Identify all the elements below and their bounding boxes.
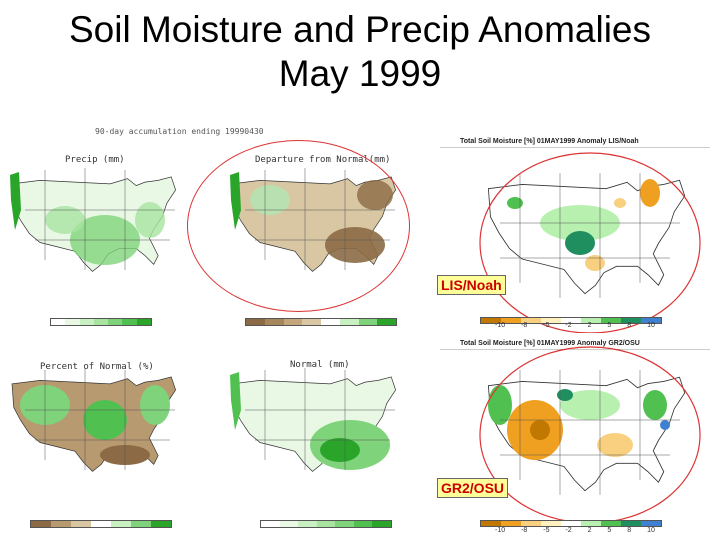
lis-noah-label: LIS/Noah — [437, 275, 506, 295]
precip-map — [10, 168, 177, 272]
tick-label: 10 — [647, 322, 655, 329]
precip-map-panel: Precip (mm) — [5, 150, 180, 310]
tick-label: -2 — [565, 527, 572, 534]
normal-map — [230, 368, 397, 472]
gr2-osu-header: Total Soil Moisture [%] 01MAY1999 Anomal… — [460, 340, 640, 347]
normal-colorbar — [260, 520, 392, 528]
title-line-2: May 1999 — [278, 53, 442, 94]
slide-title: Soil Moisture and Precip Anomalies May 1… — [0, 8, 720, 96]
gr2-osu-ticks: -10 -8 -5 -2 2 5 8 10 — [495, 527, 655, 534]
tick-label: -5 — [543, 322, 550, 329]
tick-label: -8 — [521, 322, 528, 329]
lis-noah-panel: Total Soil Moisture [%] 01MAY1999 Anomal… — [437, 133, 710, 333]
lis-noah-header: Total Soil Moisture [%] 01MAY1999 Anomal… — [460, 138, 639, 145]
gr2-osu-panel: Total Soil Moisture [%] 01MAY1999 Anomal… — [437, 335, 710, 525]
tick-label: 8 — [627, 322, 632, 329]
percent-map-panel: Percent of Normal (%) — [5, 350, 180, 510]
gr2-osu-colorbar — [480, 520, 662, 527]
tick-label: -5 — [543, 527, 550, 534]
percent-colorbar — [30, 520, 172, 528]
gr2-osu-map — [440, 346, 710, 524]
left-panels-header: 90-day accumulation ending 19990430 — [95, 127, 264, 136]
lis-noah-colorbar — [480, 317, 662, 324]
tick-label: 8 — [627, 527, 632, 534]
tick-label: -8 — [521, 527, 528, 534]
precip-label: Precip (mm) — [65, 155, 125, 165]
lis-noah-ticks: -10 -8 -5 -2 2 5 8 10 — [495, 322, 655, 329]
departure-colorbar — [245, 318, 397, 326]
tick-label: -10 — [495, 527, 506, 534]
title-line-1: Soil Moisture and Precip Anomalies — [68, 9, 651, 50]
percent-map — [11, 368, 177, 472]
tick-label: 10 — [647, 527, 655, 534]
precip-colorbar — [50, 318, 152, 326]
percent-label: Percent of Normal (%) — [40, 362, 154, 372]
gr2-osu-label: GR2/OSU — [437, 478, 509, 498]
tick-label: -10 — [495, 322, 506, 329]
tick-label: 2 — [587, 527, 592, 534]
normal-label: Normal (mm) — [290, 360, 350, 370]
normal-map-panel: Normal (mm) — [225, 350, 400, 510]
tick-label: 5 — [607, 322, 612, 329]
tick-label: -2 — [565, 322, 572, 329]
lis-noah-map — [440, 147, 710, 333]
tick-label: 2 — [587, 322, 592, 329]
departure-highlight-ring — [187, 140, 410, 312]
tick-label: 5 — [607, 527, 612, 534]
